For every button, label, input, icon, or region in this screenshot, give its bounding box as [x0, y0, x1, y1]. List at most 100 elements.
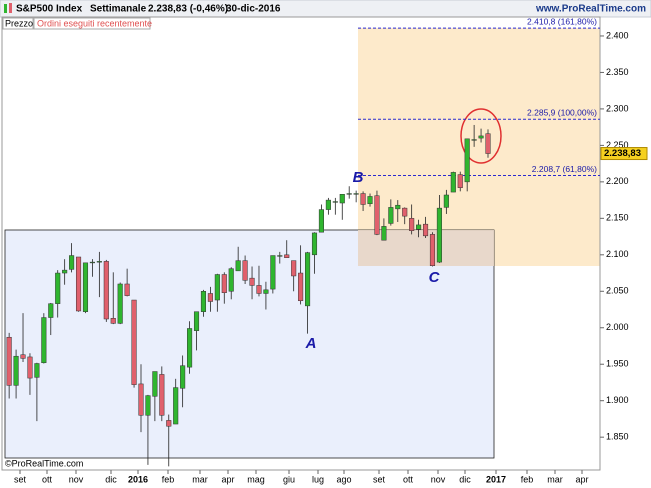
- candle-body: [159, 374, 165, 416]
- candle-body: [110, 318, 116, 324]
- copyright: ©ProRealTime.com: [5, 458, 83, 468]
- header-price: 2.238,83 (-0,46%): [148, 4, 228, 15]
- candle-body: [305, 252, 311, 307]
- y-tick-label: 2.100: [606, 249, 629, 259]
- candle-body: [69, 255, 75, 270]
- candle-body: [270, 255, 276, 290]
- fib-zone: [358, 28, 600, 266]
- candle-body: [367, 196, 373, 204]
- candle-body: [339, 194, 345, 204]
- candle-body: [20, 354, 26, 359]
- candle-body: [242, 260, 248, 281]
- candle-body: [96, 261, 102, 263]
- y-tick-label: 1.900: [606, 395, 629, 405]
- tab-box[interactable]: [33, 17, 151, 30]
- panel-label-box: [2, 17, 34, 30]
- candle-body: [187, 328, 193, 368]
- candle-body: [360, 193, 366, 205]
- x-tick-label: 2016: [128, 474, 148, 484]
- chart-title: S&P500 Index: [16, 4, 83, 15]
- candle-body: [374, 195, 380, 235]
- x-tick-label: set: [373, 474, 386, 484]
- last-price-label: 2.238,83: [604, 148, 641, 159]
- annotation: B: [353, 169, 364, 186]
- candle-body: [48, 303, 54, 318]
- x-tick-label: feb: [521, 474, 534, 484]
- tab-label[interactable]: Ordini eseguiti recentemente: [37, 18, 152, 28]
- x-tick-label: nov: [431, 474, 446, 484]
- source[interactable]: www.ProRealTime.com: [535, 4, 646, 15]
- candle-body: [332, 201, 338, 203]
- candle-body: [89, 261, 95, 264]
- x-tick-label: 2017: [486, 474, 506, 484]
- x-tick-label: ott: [42, 474, 53, 484]
- x-tick-label: mag: [247, 474, 265, 484]
- candle-body: [180, 365, 186, 389]
- y-tick-label: 2.400: [606, 30, 629, 40]
- candle-body: [152, 371, 158, 397]
- y-tick-label: 1.850: [606, 432, 629, 442]
- candle-body: [464, 138, 470, 183]
- candle-body: [200, 291, 207, 312]
- fib-label: 2.410,8 (161,80%): [527, 16, 597, 26]
- header-icon: [9, 3, 12, 13]
- candle-body: [62, 269, 68, 274]
- x-tick-label: set: [14, 474, 27, 484]
- candle-body: [41, 317, 47, 364]
- x-tick-label: apr: [221, 474, 234, 484]
- candle-body: [117, 283, 123, 324]
- candle-body: [402, 207, 408, 217]
- x-tick-label: apr: [575, 474, 588, 484]
- annotation: A: [305, 335, 317, 352]
- panel-label: Prezzo: [5, 18, 33, 28]
- candle-body: [82, 262, 89, 312]
- candle-body: [485, 133, 491, 154]
- x-tick-label: feb: [162, 474, 175, 484]
- candle-body: [131, 299, 137, 385]
- y-tick-label: 1.950: [606, 359, 629, 369]
- candle-body: [318, 209, 324, 233]
- y-tick-label: 2.150: [606, 213, 629, 223]
- candle-body: [429, 234, 436, 266]
- y-tick-label: 2.050: [606, 286, 629, 296]
- candle-body: [353, 193, 359, 195]
- candle-body: [388, 207, 394, 224]
- candle-body: [138, 383, 144, 416]
- candle-body: [443, 194, 449, 208]
- candle-body: [416, 224, 422, 230]
- candle-body: [284, 254, 290, 258]
- candle-body: [193, 311, 200, 331]
- candle-body: [381, 226, 387, 241]
- candle-body: [34, 363, 40, 378]
- candle-body: [166, 420, 172, 427]
- candle-body: [325, 199, 331, 210]
- fib-label: 2.208,7 (61,80%): [532, 164, 597, 174]
- fib-label: 2.285,9 (100,00%): [527, 107, 597, 117]
- highlight-ellipse: [460, 108, 502, 164]
- candle-body: [395, 204, 401, 210]
- candle-body: [13, 355, 19, 386]
- y-tick-label: 2.000: [606, 322, 629, 332]
- candle-body: [214, 274, 220, 301]
- candle-body: [478, 135, 484, 139]
- y-tick-label: 2.200: [606, 176, 629, 186]
- candle-body: [450, 172, 456, 193]
- candle-body: [124, 283, 130, 296]
- candle-body: [228, 268, 234, 292]
- x-tick-label: dic: [105, 474, 117, 484]
- candle-body: [145, 395, 151, 416]
- candle-body: [249, 277, 255, 286]
- y-tick-label: 2.300: [606, 103, 629, 113]
- annotation: C: [429, 269, 441, 286]
- candle-body: [409, 218, 415, 231]
- candle-body: [277, 255, 283, 257]
- candle-body: [457, 174, 463, 188]
- candle-body: [221, 274, 227, 293]
- candle-body: [55, 272, 61, 304]
- x-tick-label: dic: [459, 474, 471, 484]
- candle-body: [422, 223, 429, 237]
- candle-body: [471, 139, 477, 141]
- candle-body: [298, 272, 304, 302]
- candle-body: [75, 256, 82, 312]
